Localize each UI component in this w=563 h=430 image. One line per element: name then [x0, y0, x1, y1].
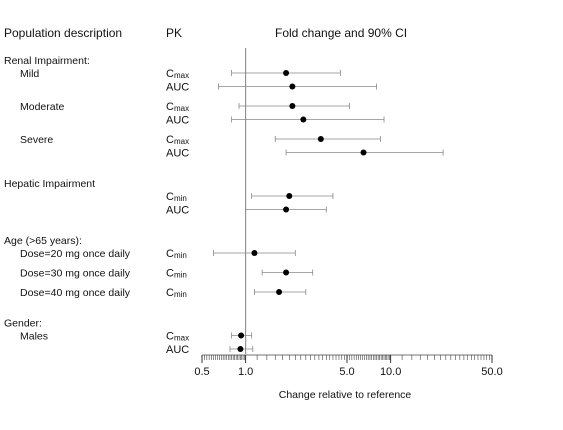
point-estimate — [289, 103, 296, 109]
header-pk: PK — [166, 26, 182, 40]
pk-label-subscript: min — [174, 271, 187, 280]
x-tick-label: 50.0 — [481, 366, 502, 378]
subgroup-label: Males — [20, 331, 48, 343]
pk-label: Cmax — [166, 134, 189, 146]
pk-label: AUC — [166, 115, 189, 127]
point-estimate — [289, 83, 296, 90]
point-estimate — [360, 149, 367, 156]
pk-label: Cmax — [166, 101, 189, 113]
point-estimate — [238, 332, 245, 339]
point-estimate — [283, 70, 290, 76]
pk-label-subscript: min — [174, 290, 187, 299]
x-axis-label: Change relative to reference — [279, 389, 412, 401]
point-estimate — [286, 193, 293, 199]
x-tick-label: 1.0 — [238, 366, 253, 378]
x-axis: 0.5 1.0 5.0 10.0 50.0 — [194, 354, 503, 378]
point-estimate — [276, 289, 283, 295]
pk-label: Cmin — [166, 248, 187, 260]
pk-label: Cmin — [166, 287, 187, 299]
subgroup-label: Dose=30 mg once daily — [20, 268, 131, 280]
subgroup-label: Moderate — [20, 101, 65, 113]
subgroup-label: Dose=40 mg once daily — [20, 287, 131, 299]
pk-label: AUC — [166, 82, 189, 94]
subgroup-label: Dose=20 mg once daily — [20, 248, 131, 260]
header-fold-change: Fold change and 90% CI — [275, 26, 407, 40]
pk-label: AUC — [166, 205, 189, 217]
pk-label-subscript: max — [174, 137, 189, 146]
point-estimate — [317, 136, 324, 142]
point-estimate — [300, 116, 307, 123]
point-estimate — [251, 250, 258, 256]
group-label: Age (>65 years): — [4, 235, 82, 247]
x-tick-label: 10.0 — [380, 366, 401, 378]
point-estimate — [237, 346, 244, 352]
pk-label: Cmin — [166, 268, 187, 280]
pk-label-subscript: max — [174, 71, 189, 80]
group-label: Hepatic Impairment — [4, 178, 95, 190]
pk-label: Cmin — [166, 191, 187, 203]
x-tick-label: 0.5 — [194, 366, 209, 378]
pk-label: Cmax — [166, 331, 189, 343]
pk-label-subscript: max — [174, 104, 189, 113]
point-estimate — [283, 269, 290, 276]
pk-label-subscript: min — [174, 194, 187, 203]
pk-label: AUC — [166, 148, 189, 160]
pk-label: Cmax — [166, 68, 189, 80]
subgroup-label: Severe — [20, 134, 53, 146]
group-label: Gender: — [4, 318, 42, 330]
pk-label-subscript: max — [174, 334, 189, 343]
group-label: Renal Impairment: — [4, 55, 90, 67]
pk-label-subscript: min — [174, 251, 187, 260]
x-tick-label: 5.0 — [339, 366, 354, 378]
header-population: Population description — [4, 26, 122, 40]
subgroup-label: Mild — [20, 68, 39, 80]
pk-label: AUC — [166, 344, 189, 356]
point-estimate — [283, 206, 290, 213]
